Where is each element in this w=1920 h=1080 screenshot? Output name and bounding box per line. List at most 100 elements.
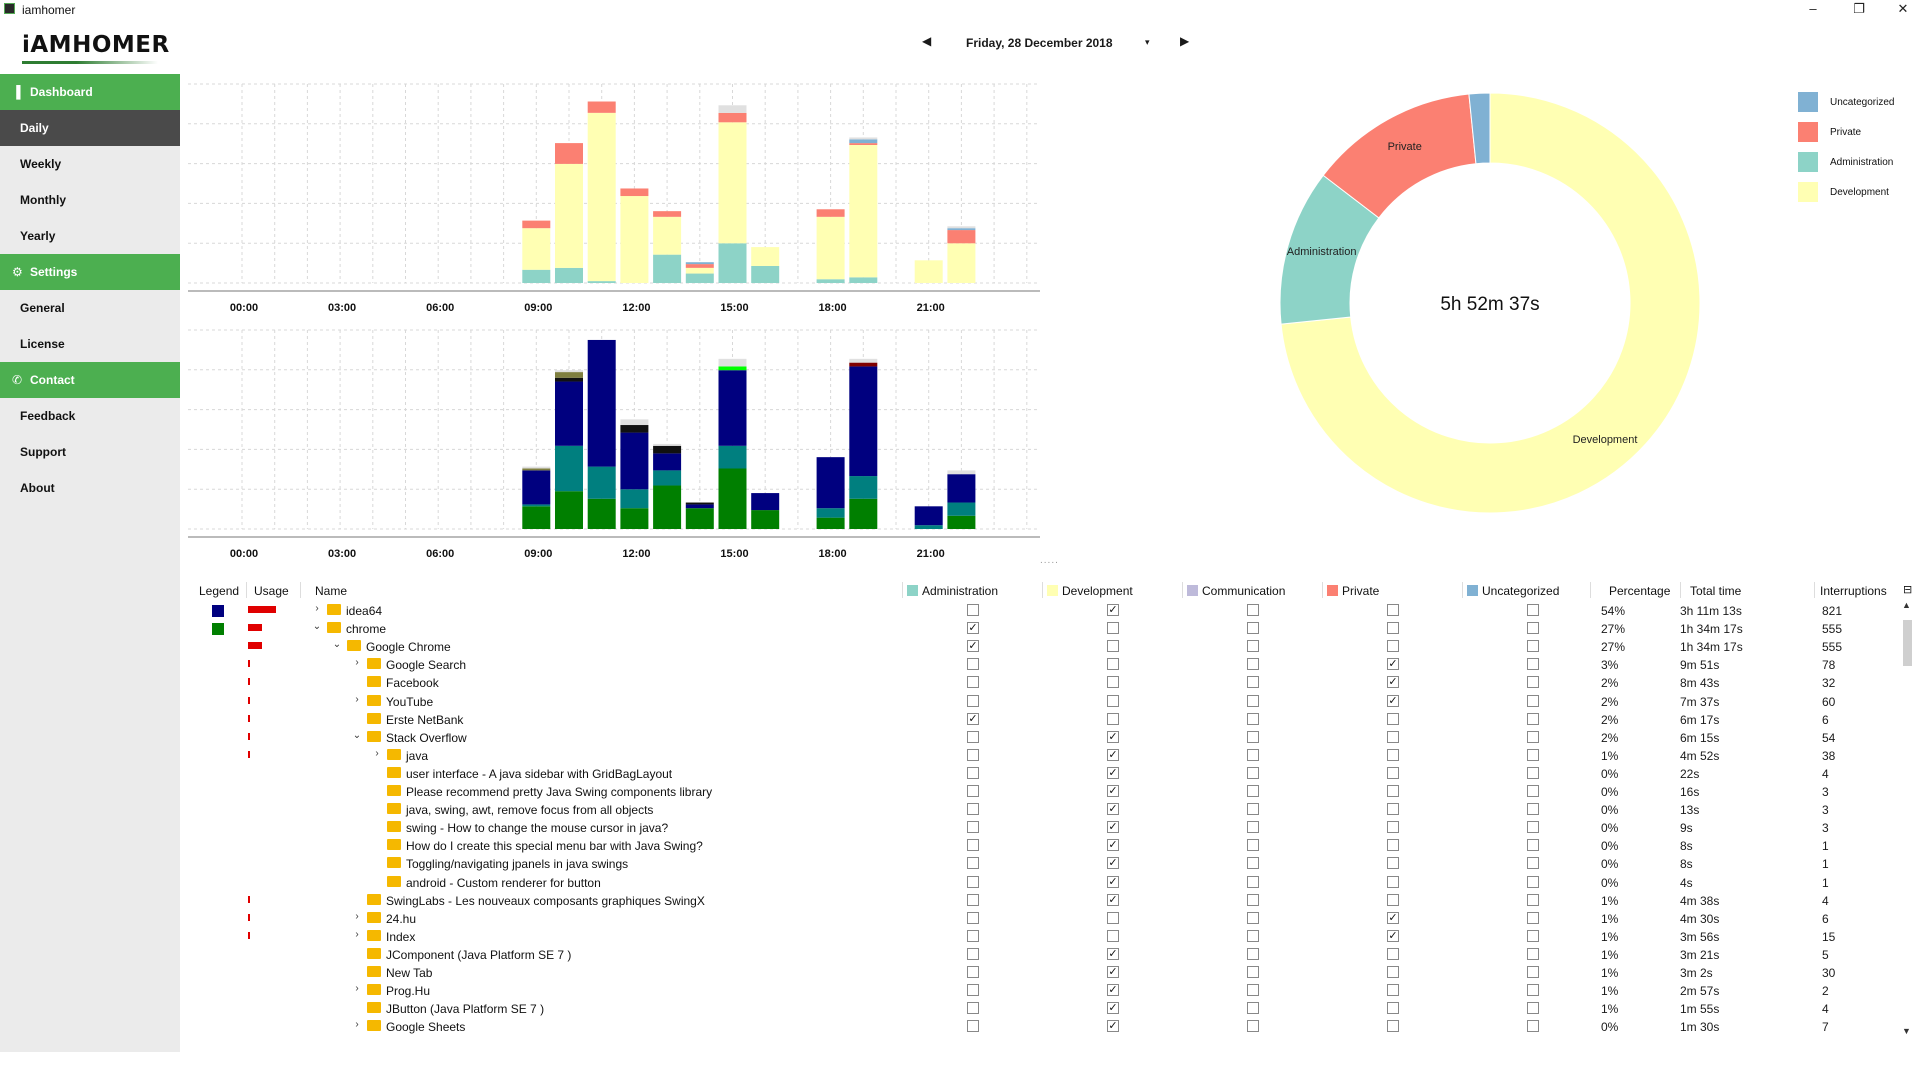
table-row[interactable]: › Prog.Hu ✓ 1% 2m 57s 2 — [190, 982, 1912, 1000]
table-row[interactable]: android - Custom renderer for button ✓ 0% 4… — [190, 874, 1912, 892]
category-checkbox-unc[interactable] — [1527, 930, 1539, 942]
bar-segment-gray[interactable] — [620, 419, 648, 425]
table-row[interactable]: java, swing, awt, remove focus from all … — [190, 801, 1912, 819]
category-checkbox-dev[interactable]: ✓ — [1107, 785, 1119, 797]
column-divider[interactable] — [1462, 582, 1463, 598]
bar-segment-teal[interactable] — [588, 467, 616, 499]
category-checkbox-adm[interactable] — [967, 749, 979, 761]
category-checkbox-prv[interactable] — [1387, 966, 1399, 978]
table-row[interactable]: ⌄ Google Chrome ✓ 27% 1h 34m 17s 555 — [190, 638, 1912, 656]
bar-segment-development[interactable] — [849, 145, 877, 277]
bar-segment-chrome[interactable] — [751, 510, 779, 529]
table-row[interactable]: › idea64 ✓ 54% 3h 11m 13s 821 — [190, 602, 1912, 620]
bar-segment-black[interactable] — [620, 425, 648, 433]
bar-segment-chrome[interactable] — [620, 508, 648, 529]
bar-segment-other[interactable] — [849, 137, 877, 139]
category-checkbox-adm[interactable] — [967, 785, 979, 797]
category-checkbox-com[interactable] — [1247, 803, 1259, 815]
minimize-button[interactable]: – — [1790, 0, 1836, 20]
bar-segment-development[interactable] — [555, 164, 583, 268]
bar-segment-idea64[interactable] — [751, 493, 779, 510]
category-checkbox-unc[interactable] — [1527, 731, 1539, 743]
category-checkbox-prv[interactable] — [1387, 984, 1399, 996]
bar-segment-chrome[interactable] — [555, 491, 583, 529]
sidebar-item-about[interactable]: About — [0, 470, 180, 506]
category-checkbox-com[interactable] — [1247, 857, 1259, 869]
category-checkbox-unc[interactable] — [1527, 912, 1539, 924]
bar-segment-idea64[interactable] — [947, 474, 975, 502]
sidebar-item-license[interactable]: License — [0, 326, 180, 362]
bar-segment-gray[interactable] — [653, 444, 681, 446]
category-checkbox-adm[interactable] — [967, 731, 979, 743]
bar-segment-idea64[interactable] — [915, 506, 943, 525]
maximize-button[interactable]: ❐ — [1836, 0, 1882, 20]
bar-segment-chrome[interactable] — [947, 516, 975, 529]
category-checkbox-com[interactable] — [1247, 767, 1259, 779]
bar-segment-private[interactable] — [620, 188, 648, 196]
column-divider[interactable] — [1182, 582, 1183, 598]
bar-segment-black[interactable] — [555, 378, 583, 382]
category-checkbox-com[interactable] — [1247, 1020, 1259, 1032]
bar-segment-uncategorized[interactable] — [947, 228, 975, 230]
bar-segment-teal[interactable] — [915, 525, 943, 529]
bar-segment-private[interactable] — [555, 143, 583, 164]
bar-segment-development[interactable] — [522, 228, 550, 270]
bar-segment-development[interactable] — [686, 268, 714, 274]
category-checkbox-unc[interactable] — [1527, 604, 1539, 616]
category-checkbox-unc[interactable] — [1527, 695, 1539, 707]
bar-segment-administration[interactable] — [817, 279, 845, 283]
category-checkbox-prv[interactable]: ✓ — [1387, 912, 1399, 924]
table-row[interactable]: How do I create this special menu bar wi… — [190, 837, 1912, 855]
column-divider[interactable] — [1590, 582, 1591, 598]
category-checkbox-prv[interactable] — [1387, 821, 1399, 833]
bar-segment-other[interactable] — [947, 226, 975, 228]
category-checkbox-unc[interactable] — [1527, 948, 1539, 960]
category-checkbox-dev[interactable]: ✓ — [1107, 894, 1119, 906]
category-checkbox-prv[interactable]: ✓ — [1387, 658, 1399, 670]
category-checkbox-adm[interactable] — [967, 767, 979, 779]
bar-segment-gray[interactable] — [849, 359, 877, 363]
category-checkbox-com[interactable] — [1247, 894, 1259, 906]
column-header-usage[interactable]: Usage — [254, 584, 289, 598]
category-checkbox-prv[interactable]: ✓ — [1387, 930, 1399, 942]
category-checkbox-prv[interactable] — [1387, 731, 1399, 743]
category-checkbox-dev[interactable] — [1107, 640, 1119, 652]
bar-segment-development[interactable] — [751, 247, 779, 266]
category-checkbox-unc[interactable] — [1527, 640, 1539, 652]
category-checkbox-unc[interactable] — [1527, 785, 1539, 797]
category-checkbox-adm[interactable] — [967, 821, 979, 833]
bar-segment-idea64[interactable] — [817, 457, 845, 508]
category-checkbox-prv[interactable]: ✓ — [1387, 695, 1399, 707]
bar-segment-idea64[interactable] — [522, 470, 550, 504]
bar-segment-development[interactable] — [653, 217, 681, 255]
category-checkbox-dev[interactable]: ✓ — [1107, 749, 1119, 761]
column-header-development[interactable]: Development — [1047, 584, 1133, 598]
bar-segment-administration[interactable] — [686, 274, 714, 283]
collapse-chevron-icon[interactable]: ⌄ — [351, 730, 363, 741]
category-checkbox-adm[interactable] — [967, 658, 979, 670]
bar-segment-teal[interactable] — [555, 446, 583, 491]
column-header-name[interactable]: Name — [315, 584, 347, 598]
bar-segment-black[interactable] — [653, 446, 681, 454]
category-checkbox-com[interactable] — [1247, 713, 1259, 725]
column-header-private[interactable]: Private — [1327, 584, 1379, 598]
bar-segment-private[interactable] — [849, 143, 877, 145]
next-day-icon[interactable]: ▶ — [1180, 34, 1189, 48]
column-divider[interactable] — [1814, 582, 1815, 598]
bar-segment-teal[interactable] — [620, 489, 648, 508]
bar-segment-gray[interactable] — [522, 467, 550, 469]
column-divider[interactable] — [1042, 582, 1043, 598]
category-checkbox-dev[interactable]: ✓ — [1107, 857, 1119, 869]
close-button[interactable]: ✕ — [1880, 0, 1920, 20]
category-checkbox-adm[interactable] — [967, 948, 979, 960]
collapse-chevron-icon[interactable]: ⌄ — [331, 639, 343, 650]
category-checkbox-dev[interactable] — [1107, 622, 1119, 634]
sidebar-item-support[interactable]: Support — [0, 434, 180, 470]
expand-chevron-icon[interactable]: › — [351, 983, 363, 994]
category-checkbox-unc[interactable] — [1527, 658, 1539, 670]
table-row[interactable]: Erste NetBank ✓ 2% 6m 17s 6 — [190, 711, 1912, 729]
table-row[interactable]: ⌄ Stack Overflow ✓ 2% 6m 15s 54 — [190, 729, 1912, 747]
bar-segment-teal[interactable] — [817, 508, 845, 517]
category-checkbox-unc[interactable] — [1527, 1020, 1539, 1032]
category-checkbox-dev[interactable] — [1107, 658, 1119, 670]
